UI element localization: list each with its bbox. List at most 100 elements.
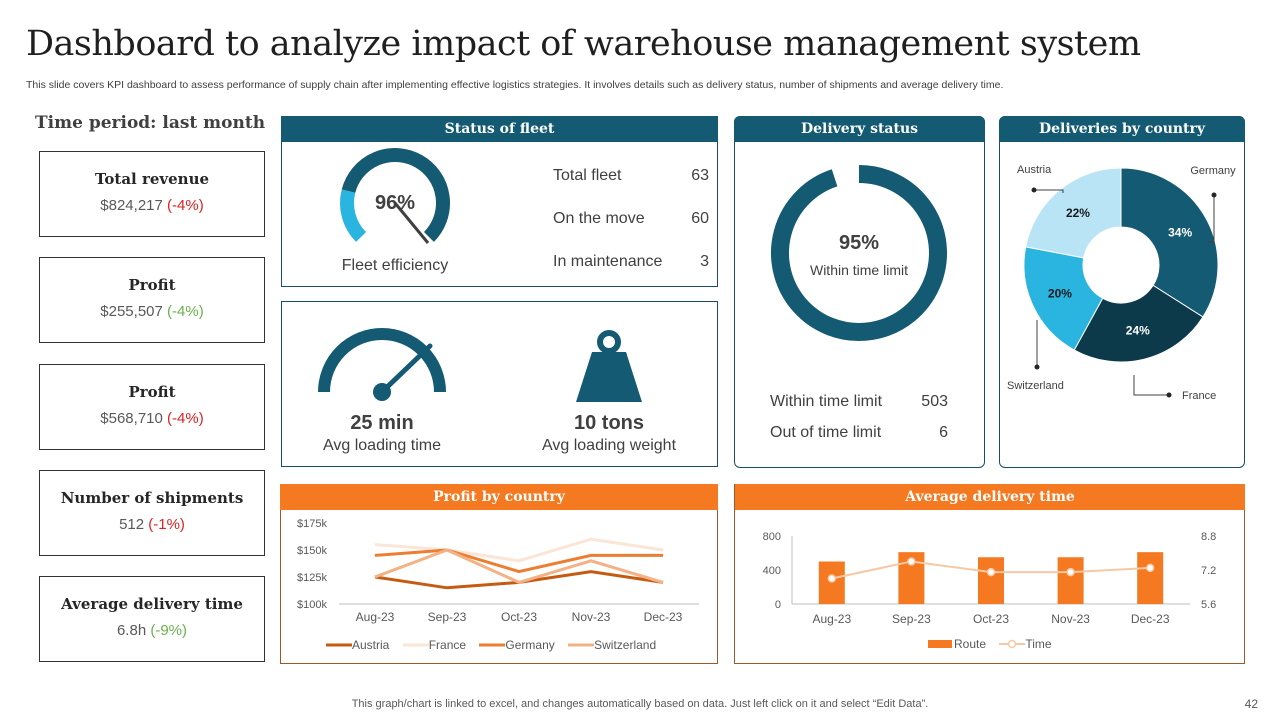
x-tick-label: Dec-23 — [1131, 612, 1170, 626]
kpi-card-profit-2: Profit $568,710 (-4%) — [39, 364, 265, 450]
y-tick-label-left: 0 — [775, 599, 781, 611]
legend-label: Austria — [352, 638, 390, 652]
legend-item-route: Route — [928, 637, 986, 651]
time-point — [907, 557, 916, 566]
delivery-row-label: Out of time limit — [770, 424, 882, 441]
page-number: 42 — [1244, 697, 1258, 711]
pie-leader-line — [1034, 189, 1064, 193]
pie-leader-dot — [1166, 392, 1172, 398]
pie-slice-austria — [1025, 167, 1122, 259]
fleet-efficiency-gauge — [340, 148, 450, 244]
footer-note: This graph/chart is linked to excel, and… — [351, 698, 929, 710]
bar-route — [978, 557, 1004, 604]
legend-label: Germany — [505, 638, 555, 652]
delivery-ring — [771, 165, 947, 341]
delivery-legend: Route Time — [928, 637, 1062, 652]
avg-loading-weight-value: 10 tons — [573, 412, 645, 434]
legend-item-germany: Germany — [479, 638, 555, 652]
x-tick-label: Oct-23 — [973, 612, 1009, 626]
kpi-label: Average delivery time — [61, 595, 243, 613]
delivery-row-value: 503 — [921, 393, 948, 410]
pie-value-label: 20% — [1048, 287, 1072, 301]
avg-delivery-combo-chart: 0 400 800 5.6 7.2 8.8 Aug-23 Sep-23 Oct-23 Nov-23… — [763, 531, 1217, 626]
kpi-change: (-4%) — [167, 410, 204, 427]
profit-legend: Austria France Germany Switzerland — [326, 637, 666, 652]
series-line-france — [374, 537, 664, 563]
y-tick-label: $100k — [297, 599, 327, 611]
delivery-status-header: Delivery status — [734, 116, 985, 142]
delivery-pct-label: Within time limit — [809, 262, 908, 278]
loading-panel — [281, 301, 718, 467]
time-point — [1145, 563, 1155, 573]
kpi-change: (-1%) — [148, 516, 185, 533]
kpi-card-profit-1: Profit $255,507 (-4%) — [39, 257, 265, 343]
fleet-row-label: In maintenance — [553, 253, 663, 270]
y-tick-label-left: 400 — [763, 565, 781, 577]
fleet-row-value: 63 — [691, 167, 709, 184]
kpi-label: Profit — [128, 383, 176, 401]
legend-item-switzerland: Switzerland — [568, 638, 656, 652]
series-line-switzerland — [374, 548, 664, 584]
avg-loading-weight-label: Avg loading weight — [541, 437, 677, 454]
page-subtitle: This slide covers KPI dashboard to asses… — [26, 79, 1004, 91]
legend-item-time: Time — [999, 637, 1052, 651]
y-tick-label-right: 7.2 — [1201, 565, 1216, 577]
profit-by-country-header: Profit by country — [280, 484, 718, 510]
y-tick-label-right: 8.8 — [1201, 531, 1216, 543]
bar-route — [1137, 552, 1164, 604]
x-tick-label: Dec-23 — [644, 610, 683, 624]
fleet-row-label: Total fleet — [553, 167, 622, 184]
series-line-germany — [374, 548, 663, 574]
pie-category-label: Switzerland — [1007, 380, 1064, 392]
y-tick-label-right: 5.6 — [1201, 599, 1216, 611]
gauge-track — [340, 189, 367, 242]
fleet-row-value: 3 — [700, 253, 709, 270]
bar-route — [1057, 557, 1084, 604]
time-point — [1066, 567, 1075, 577]
weight-icon — [576, 330, 642, 402]
pie-leader-dot — [1034, 364, 1040, 370]
kpi-card-avg-delivery: Average delivery time 6.8h (-9%) — [39, 576, 265, 662]
kpi-label: Total revenue — [94, 170, 210, 188]
pie-slice-switzerland — [1023, 246, 1104, 351]
delivery-pct-value: 95% — [838, 232, 880, 254]
kpi-change: (-9%) — [150, 622, 188, 639]
page-title: Dashboard to analyze impact of warehouse… — [26, 24, 1141, 64]
kpi-amount: $824,217 — [100, 197, 163, 214]
fleet-row-value: 60 — [691, 210, 709, 227]
legend-item-france: France — [402, 638, 467, 652]
kpi-amount: 6.8h — [116, 622, 147, 639]
speedometer-icon — [318, 328, 446, 401]
kpi-value: $255,507 (-4%) — [40, 303, 264, 320]
fleet-status-header: Status of fleet — [281, 116, 718, 142]
pie-category-label: Germany — [1190, 165, 1236, 177]
fleet-row-label: On the move — [553, 210, 645, 227]
pie-slice-france — [1073, 284, 1204, 363]
kpi-card-total-revenue: Total revenue $824,217 (-4%) — [39, 151, 265, 237]
kpi-amount: 512 — [119, 516, 145, 533]
pie-leader-dot — [1211, 192, 1217, 198]
legend-label: France — [428, 638, 467, 652]
pie-slice-germany — [1120, 167, 1219, 318]
x-tick-label: Nov-23 — [572, 610, 611, 624]
deliveries-pie-chart: 34% 24% 20% 22% Germany France Switzerland Aust… — [1007, 164, 1236, 402]
legend-item-austria: Austria — [326, 638, 389, 652]
avg-delivery-time-header: Average delivery time — [735, 484, 1245, 510]
series-line-austria — [374, 570, 664, 590]
kpi-label: Number of shipments — [60, 489, 244, 507]
avg-loading-time-label: Avg loading time — [323, 437, 441, 454]
x-tick-label: Nov-23 — [1051, 612, 1090, 626]
kpi-value: 512 (-1%) — [40, 516, 264, 533]
delivery-row-label: Within time limit — [770, 393, 883, 410]
legend-label: Route — [954, 637, 987, 651]
kpi-change: (-4%) — [167, 303, 204, 320]
deliveries-by-country-header: Deliveries by country — [999, 116, 1245, 142]
bar-route — [818, 561, 845, 604]
pie-leader-line — [1133, 375, 1169, 396]
legend-label: Switzerland — [594, 638, 657, 652]
x-tick-label: Aug-23 — [812, 612, 851, 626]
legend-label: Time — [1025, 637, 1052, 651]
time-point — [827, 574, 837, 583]
kpi-label: Profit — [128, 276, 176, 294]
kpi-value: $568,710 (-4%) — [40, 410, 264, 427]
